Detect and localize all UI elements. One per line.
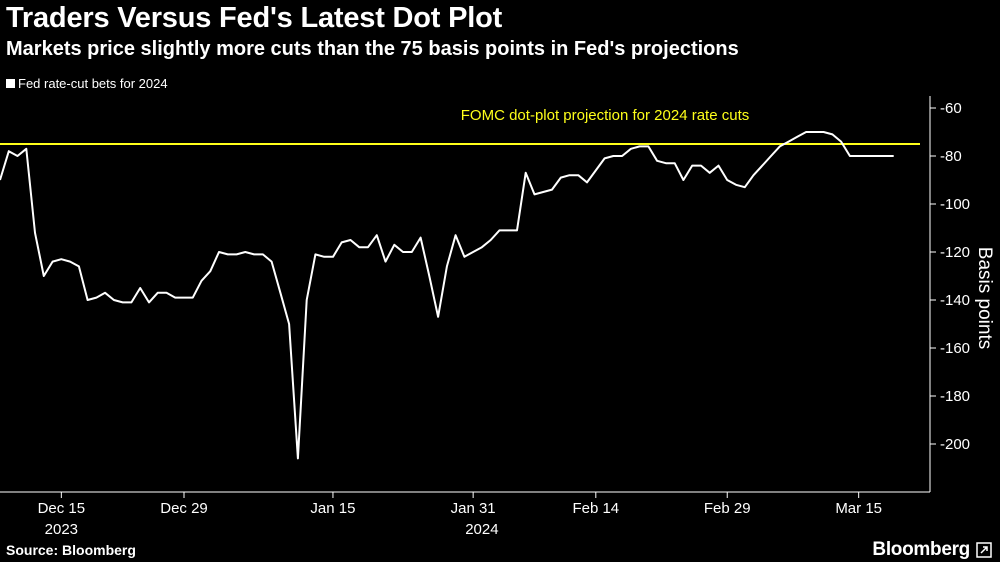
x-tick-label: Jan 31 <box>451 500 496 517</box>
x-year-label: 2024 <box>465 521 498 538</box>
y-tick-label: -160 <box>940 340 970 357</box>
reference-lines: FOMC dot-plot projection for 2024 rate c… <box>0 107 920 145</box>
x-tick-label: Dec 29 <box>160 500 208 517</box>
series-group <box>0 131 894 460</box>
x-tick-label: Feb 14 <box>572 500 619 517</box>
x-tick-label: Jan 15 <box>310 500 355 517</box>
chart-subtitle: Markets price slightly more cuts than th… <box>6 38 739 60</box>
x-tick-label: Dec 15 <box>38 500 86 517</box>
y-tick-label: -120 <box>940 244 970 261</box>
x-axis: Dec 15 Dec 29 Jan 15 Jan 31 Feb 14 Feb 29 Mar … <box>0 491 930 538</box>
source-note: Source: Bloomberg <box>6 542 136 558</box>
brand-logo: Bloomberg <box>872 539 970 560</box>
y-tick-label: -180 <box>940 388 970 405</box>
legend: Fed rate-cut bets for 2024 <box>6 76 168 91</box>
y-axis-title: Basis points <box>974 247 995 349</box>
x-year-label: 2023 <box>45 521 78 538</box>
chart-title: Traders Versus Fed's Latest Dot Plot <box>6 2 503 34</box>
y-tick-label: -200 <box>940 436 970 453</box>
y-tick-label: -140 <box>940 292 970 309</box>
expand-arrow-icon[interactable] <box>976 542 992 558</box>
x-tick-label: Feb 29 <box>704 500 751 517</box>
legend-swatch <box>6 79 15 88</box>
y-axis: -60 -80 -100 -120 -140 -160 -180 -200 <box>929 96 970 492</box>
series-line-rate-cut-bets <box>0 131 894 460</box>
x-tick-label: Mar 15 <box>835 500 882 517</box>
y-tick-label: -60 <box>940 100 962 117</box>
reference-line-label: FOMC dot-plot projection for 2024 rate c… <box>461 107 749 124</box>
legend-entry-label: Fed rate-cut bets for 2024 <box>18 76 168 91</box>
y-tick-label: -80 <box>940 148 962 165</box>
y-tick-label: -100 <box>940 196 970 213</box>
